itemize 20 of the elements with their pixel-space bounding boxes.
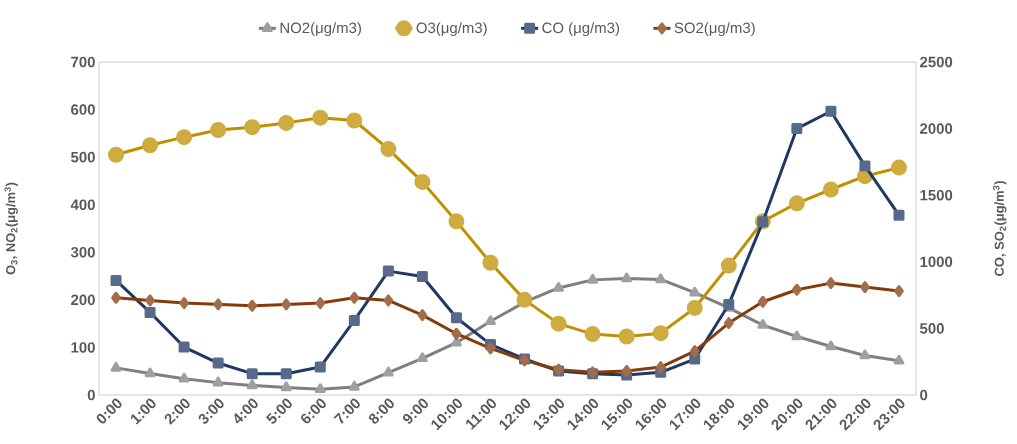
y2-tick-label: 1500 (920, 189, 953, 201)
y-tick-label: 200 (71, 294, 95, 306)
y-tick-label: 100 (71, 342, 95, 353)
y-tick-label: 500 (71, 151, 95, 163)
legend-label: CO (μg/m3) (542, 22, 620, 37)
y-tick-label: 300 (70, 246, 95, 258)
y-tick-label: 0 (87, 389, 95, 401)
y2-tick-label: 0 (920, 389, 928, 401)
y-tick-label: 600 (71, 104, 95, 115)
y2-tick-label: 2500 (920, 56, 953, 68)
y-axis-title: O$_{3}$, NO$_{2}$(μg/m$^{3}$) (4, 182, 18, 275)
y2-tick-label: 1000 (920, 256, 953, 268)
legend-label: NO2(μg/m3) (280, 22, 361, 37)
y2-tick-label: 500 (919, 323, 944, 334)
y2-axis-title: CO, SO$_{2}$(μg/m$^{3}$) (993, 181, 1007, 276)
y-tick-label: 700 (71, 56, 95, 68)
legend-label: SO2(μg/m3) (674, 22, 755, 37)
legend-label: O3(μg/m3) (416, 22, 487, 37)
y2-tick-label: 2000 (920, 123, 953, 134)
y-tick-label: 400 (70, 199, 95, 210)
